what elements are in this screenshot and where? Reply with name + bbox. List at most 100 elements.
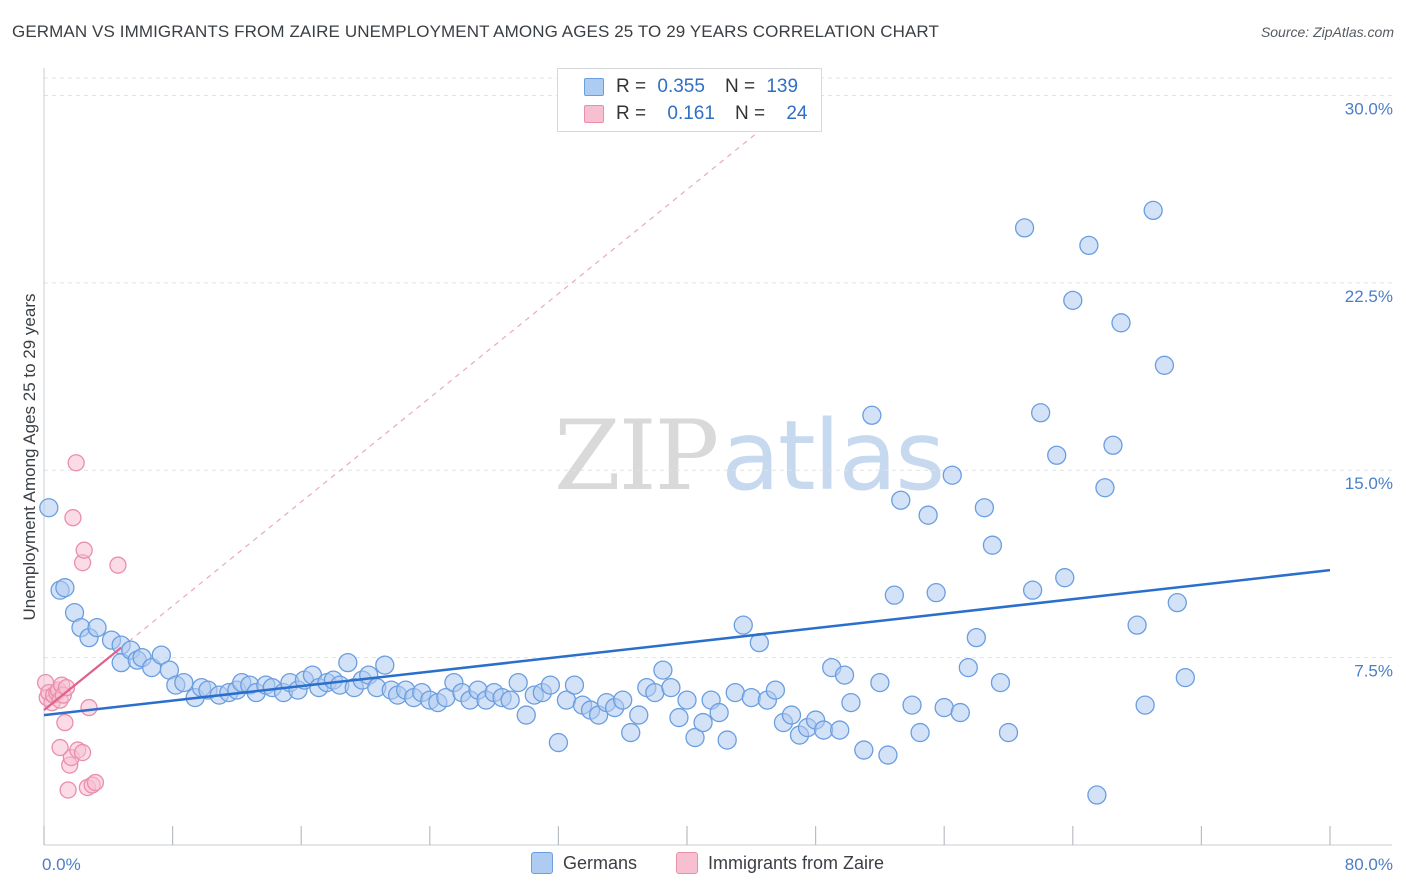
legend-n-value: 139 [766,76,799,97]
german-point [725,682,745,703]
legend-swatch-germans [531,852,553,874]
german-point [1087,785,1107,805]
zaire-point [67,454,85,472]
german-point [813,720,834,740]
german-point [669,707,689,728]
zaire-point [57,678,76,697]
zaire-trend-extension [120,107,789,649]
y-tick-label: 30.0% [1345,99,1393,118]
german-point [516,705,536,725]
german-point [1095,478,1115,498]
legend-r-value: 0.161 [667,103,715,124]
german-point [1127,615,1147,635]
german-point [1022,580,1043,600]
german-point [508,672,528,693]
legend-row-zaire: R = 0.161 N = 24 [584,102,807,126]
german-trend-line [43,568,1331,717]
german-point [151,645,171,665]
german-point [500,690,520,710]
german-point [942,465,962,485]
german-point [174,672,194,693]
zaire-point [56,713,74,732]
series-legend: Germans Immigrants from Zaire [0,850,1406,878]
y-tick-label: 15.0% [1345,474,1393,493]
legend-n-label: N = [734,103,766,124]
german-point [55,578,75,598]
german-point [918,505,938,525]
x-tick-label-min: 0.0% [42,855,81,874]
legend-item-germans: Germans [531,852,637,874]
german-point [733,615,753,635]
german-point [878,745,898,765]
german-point [741,687,761,708]
german-point [950,702,970,723]
legend-row-germans: R = 0.355 N = 139 [584,75,798,99]
zaire-point [109,556,127,574]
german-point [1047,445,1067,465]
german-point [613,690,633,710]
chart-title: GERMAN VS IMMIGRANTS FROM ZAIRE UNEMPLOY… [12,22,939,41]
german-point [1143,200,1163,221]
german-point [338,652,358,673]
german-point [862,405,882,425]
zaire-point [86,773,105,792]
legend-n-label: N = [724,76,756,97]
legend-swatch-zaire [676,852,698,874]
german-point [1135,695,1155,715]
german-point [685,727,705,748]
zaire-point [75,541,93,559]
german-point [677,690,697,710]
german-point [884,585,905,605]
watermark-zip: ZIP [554,400,719,512]
german-point [717,730,737,750]
zaire-point [51,738,69,757]
german-point [1055,568,1075,588]
german-point [1103,435,1123,455]
german-point [781,705,802,725]
german-point [661,677,681,698]
legend-label-germans: Germans [563,852,638,873]
german-point [1063,290,1083,310]
german-point [910,722,930,743]
german-point [830,720,850,740]
german-point [926,583,946,603]
german-point [1031,403,1051,423]
german-point [645,682,665,703]
german-point [982,535,1003,555]
zaire-point [73,743,92,762]
legend-n-value: 24 [786,103,808,124]
german-point [564,675,585,695]
german-point [1154,355,1175,375]
german-point [540,675,561,695]
german-point [765,680,786,700]
y-tick-label: 7.5% [1354,662,1393,681]
german-point [1014,218,1035,238]
german-point [653,660,673,680]
zaire-trend-line [43,646,122,711]
legend-item-zaire: Immigrants from Zaire [676,852,884,874]
zaire-point [64,509,82,527]
german-point [1079,235,1099,256]
german-point [934,697,954,718]
german-point [629,705,649,725]
german-point [990,672,1011,693]
y-tick-label: 22.5% [1345,287,1393,306]
legend-swatch-zaire [584,105,604,123]
german-point [693,712,713,733]
watermark-atlas: atlas [721,400,945,512]
german-point [39,498,59,518]
legend-swatch-germans [584,78,604,96]
german-point [621,722,641,743]
german-point [87,617,107,638]
zaire-point [80,698,98,717]
german-point [902,695,922,715]
x-tick-label-max: 80.0% [1345,855,1393,874]
german-point [709,702,729,723]
correlation-legend: R = 0.355 N = 139 R = 0.161 N = 24 [557,68,822,132]
german-point [974,498,995,518]
german-point [834,665,855,685]
german-point [998,722,1019,743]
source-credit: Source: ZipAtlas.com [1260,24,1394,40]
watermark: ZIPatlas [554,400,945,512]
